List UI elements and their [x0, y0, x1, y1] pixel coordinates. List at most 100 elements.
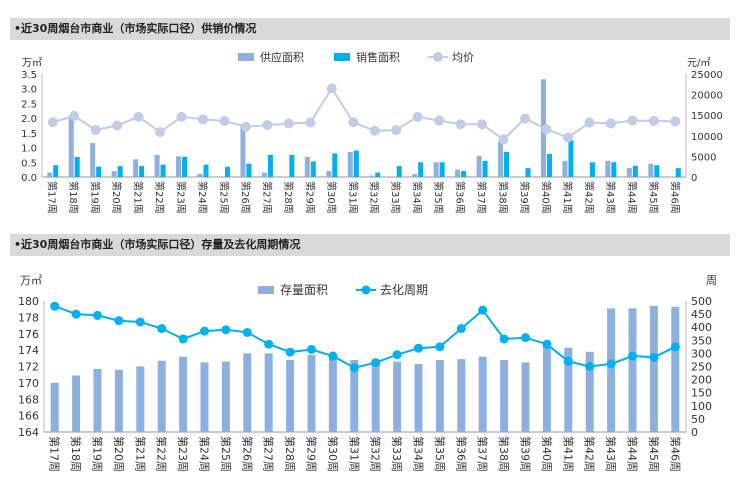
- y-unit-left: 万㎡: [22, 57, 42, 69]
- point-去化周期: [50, 301, 60, 311]
- bar-存量面积: [50, 382, 59, 432]
- bar-销售面积: [632, 165, 638, 177]
- legend-swatch-供应面积: [238, 53, 254, 61]
- point-去化周期: [585, 362, 595, 371]
- x-tick-label: 第31周: [347, 436, 361, 472]
- x-tick-label: 第45周: [647, 181, 660, 214]
- x-tick-label: 第44周: [626, 436, 640, 472]
- point-均价: [369, 125, 380, 136]
- y-tick-label: 1.5: [21, 129, 37, 140]
- x-tick-label: 第20周: [112, 436, 126, 472]
- point-均价: [176, 111, 187, 122]
- bar-存量面积: [564, 347, 573, 432]
- x-tick-label: 第25周: [219, 436, 233, 472]
- y2-tick-label: 25000: [691, 70, 723, 81]
- line-去化周期: [54, 305, 676, 369]
- x-tick-label: 第24周: [196, 181, 209, 214]
- bar-销售面积: [504, 151, 510, 177]
- bar-供应面积: [176, 156, 182, 177]
- bar-存量面积: [200, 362, 209, 432]
- x-tick-label: 第34周: [412, 436, 426, 472]
- x-tick-label: 第21周: [133, 436, 147, 472]
- x-tick-label: 第32周: [369, 436, 383, 472]
- bar-销售面积: [182, 156, 188, 177]
- x-tick-label: 第27周: [262, 436, 276, 472]
- point-去化周期: [200, 326, 209, 336]
- bar-销售面积: [139, 166, 145, 177]
- x-tick-label: 第37周: [476, 436, 490, 472]
- x-tick-label: 第33周: [390, 436, 404, 472]
- bar-供应面积: [433, 162, 439, 177]
- bar-存量面积: [671, 306, 680, 432]
- y2-tick-label: 15000: [691, 111, 723, 122]
- point-去化周期: [328, 351, 338, 361]
- bar-供应面积: [261, 172, 267, 177]
- bar-销售面积: [160, 164, 166, 177]
- bar-供应面积: [133, 159, 139, 177]
- y2-tick-label: 50: [691, 413, 705, 426]
- legend-dot-去化周期: [361, 285, 371, 295]
- bar-供应面积: [47, 172, 53, 177]
- y2-tick-label: 0: [691, 173, 697, 184]
- legend-dot-均价: [433, 52, 443, 62]
- bar-存量面积: [72, 375, 81, 432]
- point-去化周期: [478, 305, 488, 315]
- bar-存量面积: [585, 351, 594, 432]
- y2-tick-label: 500: [691, 295, 712, 308]
- point-均价: [605, 118, 616, 129]
- x-tick-label: 第32周: [368, 181, 381, 214]
- point-去化周期: [71, 309, 81, 319]
- x-tick-label: 第35周: [432, 181, 445, 214]
- point-均价: [283, 118, 294, 129]
- y2-tick-label: 20000: [691, 91, 723, 102]
- point-均价: [240, 121, 251, 132]
- x-tick-label: 第40周: [540, 436, 554, 472]
- bar-销售面积: [53, 165, 59, 177]
- y2-tick-label: 200: [691, 374, 712, 387]
- bar-销售面积: [310, 161, 316, 177]
- supply-sales-price-chart: 0.0 0.5 1.0 1.5 2.0 2.5 3.0 3.5 0 5000 10000 15000 2…: [21, 50, 723, 214]
- inventory-cycle-chart: 164 166 168 170 172 174 176 178 180 0501001502002…: [18, 274, 717, 472]
- point-去化周期: [114, 316, 124, 326]
- bar-销售面积: [375, 172, 381, 177]
- y2-tick-label: 350: [691, 334, 712, 347]
- legend-label-供应面积: 供应面积: [260, 50, 304, 64]
- bar-销售面积: [439, 162, 445, 177]
- point-均价: [627, 115, 638, 126]
- x-tick-label: 第24周: [198, 436, 212, 472]
- bar-供应面积: [197, 174, 203, 177]
- point-均价: [305, 117, 316, 128]
- point-去化周期: [349, 363, 359, 373]
- point-均价: [262, 120, 273, 131]
- x-tick-label: 第19周: [89, 181, 102, 214]
- bar-销售面积: [675, 168, 681, 177]
- x-tick-label: 第34周: [411, 181, 424, 214]
- x-tick-label: 第38周: [497, 181, 510, 214]
- y-unit-left: 万㎡: [20, 274, 42, 287]
- bar-存量面积: [243, 353, 252, 432]
- x-tick-label: 第27周: [260, 181, 273, 214]
- point-均价: [348, 117, 359, 128]
- x-tick-label: 第28周: [282, 181, 295, 214]
- bar-存量面积: [328, 355, 337, 432]
- legend-label-销售面积: 销售面积: [356, 50, 400, 64]
- bar-存量面积: [435, 359, 444, 432]
- y-tick-label: 0.0: [21, 173, 37, 184]
- bar-存量面积: [542, 342, 551, 432]
- point-去化周期: [521, 333, 530, 343]
- bar-供应面积: [369, 175, 375, 177]
- x-tick-label: 第23周: [175, 181, 188, 214]
- x-tick-label: 第22周: [155, 436, 169, 472]
- x-tick-label: 第26周: [239, 181, 252, 214]
- bar-供应面积: [562, 160, 568, 177]
- point-均价: [112, 120, 123, 131]
- x-tick-label: 第29周: [305, 436, 319, 472]
- bar-销售面积: [74, 156, 80, 177]
- point-均价: [198, 114, 208, 125]
- point-均价: [69, 111, 80, 122]
- bar-存量面积: [393, 361, 402, 432]
- bar-销售面积: [589, 162, 595, 177]
- y-tick-label: 3.5: [21, 70, 37, 81]
- bar-存量面积: [478, 356, 487, 432]
- bar-销售面积: [396, 166, 402, 177]
